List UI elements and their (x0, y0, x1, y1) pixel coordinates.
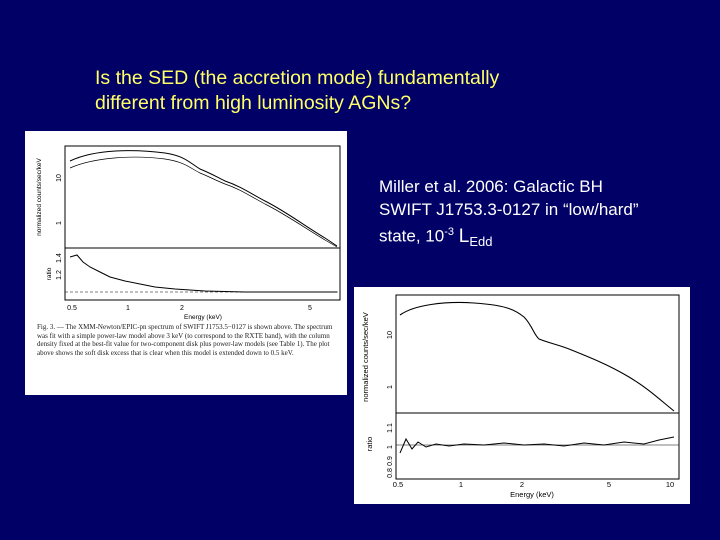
fig2-xtick-0-5: 0.5 (393, 480, 403, 489)
caption-line-3: state, 10-3 LEdd (379, 221, 709, 253)
fig1-bottom-ytick-1-2: 1.2 (56, 270, 63, 280)
fig1-caption: Fig. 3. — The XMM-Newton/EPIC-pn spectru… (37, 323, 342, 357)
fig2-xtick-5: 5 (607, 480, 611, 489)
title-line-1: Is the SED (the accretion mode) fundamen… (95, 67, 500, 89)
luminosity-sub: Edd (469, 233, 493, 249)
fig1-caption-text: — The XMM-Newton/EPIC-pn spectrum of SWI… (37, 323, 333, 357)
fig2-xtick-1: 1 (459, 480, 463, 489)
caption-line-1: Miller et al. 2006: Galactic BH (379, 177, 603, 196)
fig2-bottom-ytick-1-1: 1.1 (387, 423, 394, 433)
fig1-ratio-curve (69, 254, 337, 293)
fig1-xtick-2: 2 (180, 305, 184, 312)
fig2-ratio-curve (399, 436, 675, 454)
fig2-top-ytick-1: 1 (385, 385, 394, 389)
fig1-bottom-ylabel: ratio (46, 267, 53, 280)
fig2-bottom-ytick-0-8: 0.8 (387, 468, 394, 478)
fig1-xlabel: Energy (keV) (184, 314, 222, 321)
luminosity-l: L (458, 225, 470, 247)
spectrum-plot-2: normalized counts/sec/keV 10 1 ratio 0.8… (361, 294, 680, 499)
fig1-xtick-1: 1 (126, 305, 130, 312)
fig2-top-frame (395, 294, 680, 414)
slide-caption: Miller et al. 2006: Galactic BH SWIFT J1… (379, 175, 709, 253)
caption-line-3-prefix: state, 10 (379, 226, 445, 246)
fig1-xtick-0-5: 0.5 (67, 305, 77, 312)
fig1-spectrum-curve (69, 150, 338, 247)
fig1-top-ytick-10: 10 (56, 174, 63, 182)
fig2-spectrum-curve (399, 302, 675, 412)
fig2-xtick-10: 10 (666, 480, 674, 489)
caption-exponent: -3 (444, 226, 454, 238)
fig2-xtick-2: 2 (520, 480, 524, 489)
title-line-2: different from high luminosity AGNs? (95, 92, 412, 114)
spectrum-plot-1: normalized counts/sec/keV 10 1 ratio 1.2… (36, 145, 341, 321)
fig1-top-ytick-1: 1 (56, 221, 63, 225)
fig2-bottom-ytick-1: 1 (387, 445, 394, 449)
fig1-caption-head: Fig. 3. (37, 323, 56, 331)
luminosity-symbol: LEdd (458, 225, 493, 249)
fig2-top-ylabel: normalized counts/sec/keV (361, 312, 370, 402)
slide-title: Is the SED (the accretion mode) fundamen… (95, 66, 655, 116)
fig1-top-frame (64, 145, 341, 249)
fig1-bottom-frame (64, 247, 341, 301)
fig2-bottom-ytick-0-9: 0.9 (387, 456, 394, 466)
fig2-bottom-frame (395, 412, 680, 480)
fig1-bottom-ytick-1-4: 1.4 (56, 253, 63, 263)
spectrum-figure-2: normalized counts/sec/keV 10 1 ratio 0.8… (354, 287, 690, 504)
fig1-xtick-5: 5 (308, 305, 312, 312)
fig2-top-ytick-10: 10 (385, 331, 394, 339)
spectrum-figure-1: normalized counts/sec/keV 10 1 ratio 1.2… (25, 131, 347, 395)
fig1-top-ylabel: normalized counts/sec/keV (36, 158, 43, 236)
fig2-bottom-ylabel: ratio (365, 437, 374, 452)
caption-line-2: SWIFT J1753.3-0127 in “low/hard” (379, 200, 639, 219)
fig1-model-curve (69, 156, 338, 248)
fig2-xlabel: Energy (keV) (510, 490, 554, 499)
